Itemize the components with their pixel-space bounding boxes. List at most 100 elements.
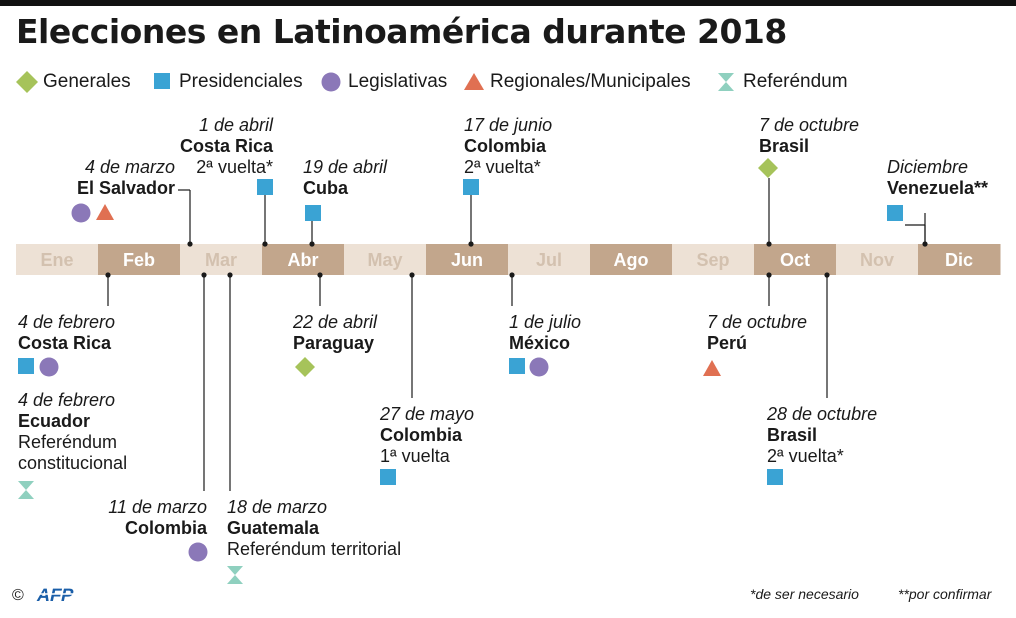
event-dot [824,272,830,278]
referendum-marker [18,481,34,499]
month-label: Nov [860,250,894,270]
month-feb: Feb [98,244,181,275]
month-label: Ago [614,250,649,270]
referendum-marker [227,566,243,584]
afp-logo: © AFP [12,583,92,605]
month-may: May [344,244,427,275]
month-jul: Jul [508,244,591,275]
event-date: 1 de julio [509,312,581,332]
legend-label: Regionales/Municipales [490,71,691,92]
event-country: Paraguay [293,333,374,353]
event-date: 4 de febrero [18,312,115,332]
event-country: Brasil [759,136,809,156]
legend-label: Presidenciales [179,71,303,92]
month-label: Oct [780,250,810,270]
event-dot [468,241,474,247]
event-note: Referéndum [18,432,117,452]
afp-logo-text: AFP [35,585,75,605]
event-country: Venezuela** [887,178,988,198]
regionales-marker [96,204,114,220]
event-date: 4 de febrero [18,390,115,410]
event-note: 2ª vuelta* [767,446,844,466]
square-icon [154,73,170,89]
presidenciales-marker [509,358,525,374]
event-dot [105,272,111,278]
event-dot [201,272,207,278]
hourglass-icon [718,73,734,91]
month-dic: Dic [918,244,1001,275]
footnote-to-confirm: **por confirmar [898,586,992,602]
event-country: Colombia [380,425,463,445]
presidenciales-marker [767,469,783,485]
event-country: El Salvador [77,178,175,198]
copyright-symbol: © [12,587,24,604]
event-date: 1 de abril [199,115,274,135]
event-dot [227,272,233,278]
event-date: 11 de marzo [108,497,207,517]
month-abr: Abr [262,244,345,275]
event-dot [766,241,772,247]
event-country: Costa Rica [180,136,274,156]
month-label: Jul [536,250,562,270]
legislativas-marker [39,357,59,377]
triangle-icon [464,73,484,90]
event-country: Perú [707,333,747,353]
event-dot [409,272,415,278]
diamond-icon [16,71,38,93]
month-oct: Oct [754,244,837,275]
event-country: Colombia [125,518,208,538]
event-date: 27 de mayo [379,404,474,424]
presidenciales-marker [380,469,396,485]
event-country: Colombia [464,136,547,156]
month-label: Jun [451,250,483,270]
legend-label: Referéndum [743,71,848,92]
legislativas-marker [529,357,549,377]
event-date: 22 de abril [292,312,378,332]
event-country: Ecuador [18,411,90,431]
event-dot [187,241,193,247]
month-label: May [367,250,402,270]
month-label: Mar [205,250,237,270]
month-nov: Nov [836,244,919,275]
month-jun: Jun [426,244,509,275]
top-rule [0,0,1016,6]
event-7: 4 de febreroEcuadorReferéndumconstitucio… [18,390,127,499]
footnote-if-necessary: *de ser necesario [750,586,859,602]
month-ene: Ene [16,244,99,275]
event-date: Diciembre [887,157,968,177]
event-country: México [509,333,570,353]
event-dot [509,272,515,278]
presidenciales-marker [887,205,903,221]
event-date: 7 de octubre [707,312,807,332]
legend-label: Legislativas [348,71,448,92]
presidenciales-marker [463,179,479,195]
event-date: 19 de abril [303,157,388,177]
event-dot [262,241,268,247]
event-country: Brasil [767,425,817,445]
event-date: 7 de octubre [759,115,859,135]
event-date: 18 de marzo [227,497,327,517]
presidenciales-marker [257,179,273,195]
event-note: 2ª vuelta* [464,157,541,177]
legend-label: Generales [43,71,131,92]
page-title: Elecciones en Latinoamérica durante 2018 [16,12,787,51]
event-country: Cuba [303,178,349,198]
month-label: Abr [288,250,319,270]
event-note: Referéndum territorial [227,539,401,559]
event-dot [309,241,315,247]
presidenciales-marker [18,358,34,374]
month-sep: Sep [672,244,755,275]
